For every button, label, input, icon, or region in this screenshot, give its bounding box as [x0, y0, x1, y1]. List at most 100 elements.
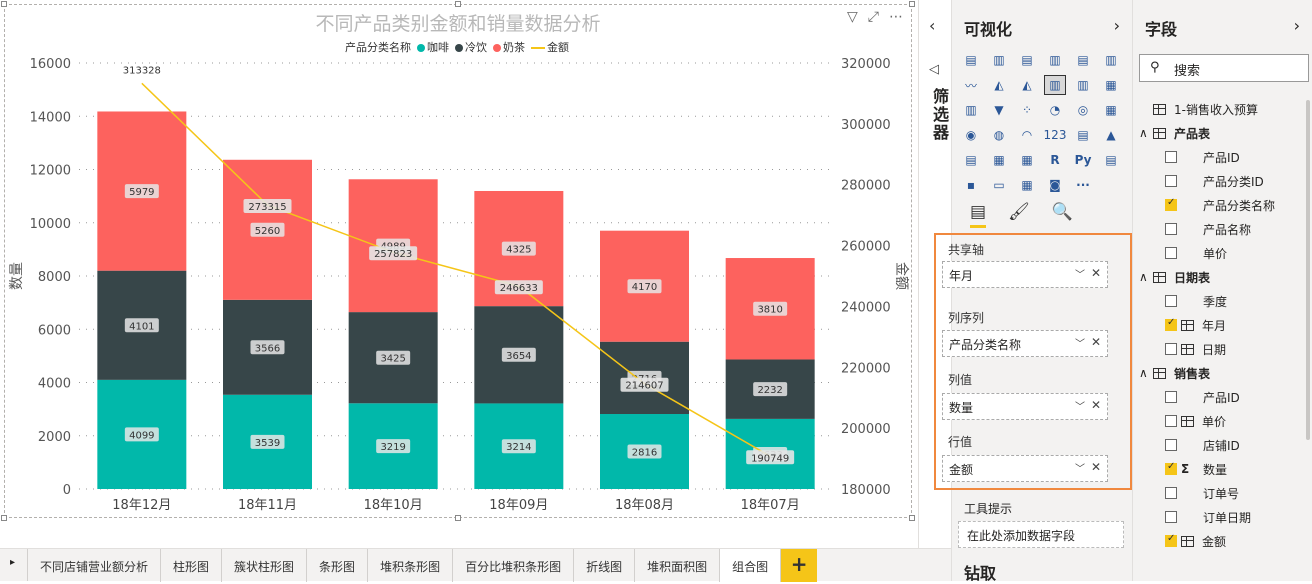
resize-handle[interactable] [909, 1, 915, 7]
field-item[interactable]: 产品ID [1165, 387, 1240, 407]
field-item[interactable]: 产品分类名称 [1165, 195, 1275, 215]
clustered-column-icon[interactable]: ▥ [1049, 53, 1061, 67]
legend-item-amount[interactable]: 金额 [531, 39, 569, 55]
map-icon[interactable]: ◉ [965, 128, 977, 142]
close-icon[interactable]: ✕ [1090, 398, 1101, 412]
funnel-icon[interactable]: ▼ [994, 103, 1004, 117]
combo-chart-visual[interactable]: 不同产品类别金额和销量数据分析 ▽ ⤢ ⋯ 产品分类名称 咖啡 冷饮 奶茶 金额… [4, 4, 912, 518]
more-icon[interactable]: ··· [1076, 178, 1090, 192]
checkbox[interactable] [1165, 461, 1177, 475]
resize-handle[interactable] [455, 515, 461, 521]
key-influencers-icon[interactable]: ▤ [1105, 153, 1117, 167]
close-icon[interactable]: ✕ [1090, 266, 1101, 280]
chevron-down-icon[interactable]: ﹀ [1075, 464, 1085, 475]
waterfall-icon[interactable]: ▥ [965, 103, 977, 117]
checkbox[interactable] [1165, 511, 1177, 523]
fields-tab-icon[interactable]: ▤ [970, 202, 987, 228]
legend-item-coffee[interactable]: 咖啡 [417, 39, 449, 55]
R-icon[interactable]: R [1050, 153, 1060, 167]
100-stacked-column-icon[interactable]: ▥ [1105, 53, 1117, 67]
analytics-magnifier-icon[interactable]: 🔍 [1051, 202, 1073, 222]
chevron-up-icon[interactable]: ∧ [1139, 270, 1148, 284]
field-item[interactable]: 产品分类ID [1165, 171, 1264, 191]
checkbox[interactable] [1165, 223, 1177, 235]
page-tab[interactable]: 百分比堆积条形图 [453, 549, 575, 582]
field-item[interactable]: 店铺ID [1165, 435, 1240, 455]
checkbox[interactable] [1165, 247, 1177, 259]
well-line-values[interactable]: 金额 ﹀ ✕ [942, 455, 1108, 482]
checkbox[interactable] [1165, 295, 1177, 307]
field-item[interactable]: 订单号 [1165, 483, 1239, 503]
chevron-right-icon[interactable]: › [1113, 16, 1120, 35]
legend-item-cold-drink[interactable]: 冷饮 [455, 39, 487, 55]
chevron-up-icon[interactable]: ∧ [1139, 366, 1148, 380]
matrix-icon[interactable]: ▦ [1021, 153, 1033, 167]
field-item[interactable]: 单价 [1165, 411, 1226, 431]
field-table[interactable]: ∧ 日期表 [1139, 267, 1210, 287]
field-table[interactable]: 1-销售收入预算 [1139, 99, 1258, 119]
resize-handle[interactable] [909, 515, 915, 521]
field-item[interactable]: 单价 [1165, 243, 1227, 263]
area-icon[interactable]: ◭ [994, 78, 1004, 92]
chevron-right-icon[interactable]: › [1293, 16, 1300, 35]
arcgis-icon[interactable]: ▦ [1021, 178, 1033, 192]
ribbon-icon[interactable]: ▦ [1105, 78, 1117, 92]
page-tab[interactable]: 不同店铺营业额分析 [28, 549, 162, 582]
resize-handle[interactable] [1, 515, 7, 521]
well-shared-axis[interactable]: 年月 ﹀ ✕ [942, 261, 1108, 288]
slicer-icon[interactable]: ▤ [965, 153, 977, 167]
field-item[interactable]: 订单日期 [1165, 507, 1251, 527]
shape-map-icon[interactable]: ◙ [1049, 178, 1061, 192]
field-table[interactable]: ∧ 销售表 [1139, 363, 1210, 383]
legend-item-milk-tea[interactable]: 奶茶 [493, 39, 525, 55]
100-stacked-bar-icon[interactable]: ▤ [1077, 53, 1089, 67]
focus-mode-icon[interactable]: ⤢ [867, 9, 879, 25]
format-paint-roller-icon[interactable]: 🖌 [1008, 202, 1030, 222]
multi-row-card-icon[interactable]: ▤ [1077, 128, 1089, 142]
field-table[interactable]: ∧ 产品表 [1139, 123, 1210, 143]
checkbox[interactable] [1165, 343, 1177, 355]
page-tab[interactable]: 堆积面积图 [635, 549, 721, 582]
kpi-icon[interactable]: ▲ [1106, 128, 1116, 142]
page-tab[interactable]: 堆积条形图 [368, 549, 454, 582]
card-icon[interactable]: 123 [1043, 128, 1067, 142]
checkbox[interactable] [1165, 439, 1177, 451]
field-item[interactable]: 日期 [1165, 339, 1226, 359]
field-item[interactable]: 产品ID [1165, 147, 1240, 167]
stacked-bar-icon[interactable]: ▤ [965, 53, 977, 67]
chevron-down-icon[interactable]: ﹀ [1075, 270, 1085, 281]
add-page-button[interactable]: + [781, 549, 818, 582]
decomposition-tree-icon[interactable]: ▪ [966, 178, 976, 192]
scatter-icon[interactable]: ⁘ [1021, 103, 1033, 117]
checkbox[interactable] [1165, 487, 1177, 499]
qa-icon[interactable]: ▭ [993, 178, 1005, 192]
chevron-down-icon[interactable]: ﹀ [1075, 339, 1085, 350]
well-column-series[interactable]: 产品分类名称 ﹀ ✕ [942, 330, 1108, 357]
more-options-icon[interactable]: ⋯ [889, 9, 903, 25]
checkbox[interactable] [1165, 533, 1177, 547]
line-stacked-column-icon[interactable]: ▥ [1077, 78, 1089, 92]
tooltips-drop-zone[interactable]: 在此处添加数据字段 [958, 521, 1124, 548]
treemap-icon[interactable]: ▦ [1105, 103, 1117, 117]
Py-icon[interactable]: Py [1074, 153, 1092, 167]
donut-icon[interactable]: ◎ [1077, 103, 1089, 117]
pie-icon[interactable]: ◔ [1049, 103, 1061, 117]
checkbox[interactable] [1165, 197, 1177, 211]
page-tab[interactable]: 折线图 [574, 549, 636, 582]
line-icon[interactable]: 〰 [964, 78, 977, 93]
checkbox[interactable] [1165, 391, 1177, 403]
fields-search-input[interactable]: ⚲ 搜索 [1139, 54, 1309, 82]
gauge-icon[interactable]: ◠ [1021, 128, 1033, 142]
tab-nav-arrow-icon[interactable]: ▸ [0, 549, 28, 581]
field-item[interactable]: Σ 数量 [1165, 459, 1227, 479]
chevron-left-icon[interactable]: ‹ [929, 16, 936, 35]
checkbox[interactable] [1165, 175, 1177, 187]
checkbox[interactable] [1165, 151, 1177, 163]
chevron-up-icon[interactable]: ∧ [1139, 126, 1148, 140]
stacked-column-icon[interactable]: ▥ [993, 53, 1005, 67]
stacked-area-icon[interactable]: ◭ [1022, 78, 1032, 92]
page-tab[interactable]: 条形图 [307, 549, 369, 582]
checkbox[interactable] [1165, 317, 1177, 331]
resize-handle[interactable] [1, 1, 7, 7]
close-icon[interactable]: ✕ [1090, 460, 1101, 474]
